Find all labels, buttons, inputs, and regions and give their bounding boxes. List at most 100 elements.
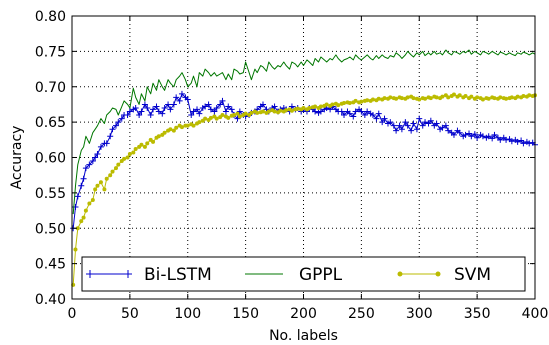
data-point-bi-lstm bbox=[159, 110, 166, 117]
x-tick-label: 300 bbox=[406, 306, 433, 322]
x-tick-label: 400 bbox=[522, 306, 549, 322]
data-point-svm bbox=[457, 93, 462, 98]
data-point-svm bbox=[313, 104, 318, 109]
data-point-svm bbox=[440, 94, 445, 99]
data-point-bi-lstm bbox=[364, 108, 371, 115]
data-point-bi-lstm bbox=[78, 182, 85, 189]
data-point-svm bbox=[87, 201, 92, 206]
data-point-svm bbox=[208, 115, 213, 120]
x-tick-label: 150 bbox=[232, 306, 259, 322]
data-point-bi-lstm bbox=[202, 103, 209, 110]
y-tick-label: 0.80 bbox=[35, 9, 66, 25]
data-point-bi-lstm bbox=[442, 122, 449, 129]
data-point-bi-lstm bbox=[136, 112, 143, 119]
data-point-bi-lstm bbox=[402, 119, 409, 126]
legend: Bi-LSTM GPPL SVM bbox=[81, 256, 526, 292]
data-point-svm bbox=[237, 114, 242, 119]
data-point-bi-lstm bbox=[450, 131, 457, 138]
data-point-svm bbox=[125, 155, 130, 160]
series-bi-lstm bbox=[70, 90, 538, 232]
data-point-bi-lstm bbox=[124, 112, 131, 119]
data-point-bi-lstm bbox=[462, 131, 469, 138]
series-line-bi-lstm bbox=[72, 93, 536, 229]
data-point-svm bbox=[162, 130, 167, 135]
data-point-bi-lstm bbox=[471, 131, 478, 138]
data-point-svm bbox=[318, 104, 323, 109]
y-tick-label: 0.45 bbox=[35, 257, 66, 273]
data-point-svm bbox=[243, 111, 248, 116]
data-point-svm bbox=[399, 96, 404, 101]
data-point-bi-lstm bbox=[178, 90, 185, 97]
data-point-svm bbox=[394, 96, 399, 101]
data-point-svm bbox=[463, 93, 468, 98]
data-point-svm bbox=[521, 93, 526, 98]
legend-item-svm: SVM bbox=[397, 265, 491, 285]
data-point-bi-lstm bbox=[138, 108, 145, 115]
data-point-svm bbox=[151, 139, 156, 144]
data-point-svm bbox=[168, 127, 173, 132]
data-point-svm bbox=[469, 94, 474, 99]
data-point-bi-lstm bbox=[86, 161, 93, 168]
x-tick-label: 50 bbox=[121, 306, 139, 322]
data-point-bi-lstm bbox=[396, 122, 403, 129]
data-point-svm bbox=[220, 113, 225, 118]
data-point-svm bbox=[428, 96, 433, 101]
data-point-bi-lstm bbox=[491, 131, 498, 138]
data-point-bi-lstm bbox=[398, 126, 405, 133]
data-point-bi-lstm bbox=[211, 108, 218, 115]
data-point-bi-lstm bbox=[419, 122, 426, 129]
data-point-svm bbox=[284, 108, 289, 113]
data-point-svm bbox=[145, 141, 150, 146]
data-point-bi-lstm bbox=[497, 136, 504, 143]
x-axis-title: No. labels bbox=[269, 328, 338, 344]
data-point-svm bbox=[235, 111, 240, 116]
axis-ticks: 0 50 100 150 200 250 300 350 400 0.40 0.45 0.50 0.55… bbox=[35, 9, 549, 322]
data-point-svm bbox=[255, 110, 260, 115]
legend-item-bi-lstm: Bi-LSTM bbox=[86, 265, 212, 285]
data-point-bi-lstm bbox=[205, 101, 212, 108]
data-point-bi-lstm bbox=[271, 103, 278, 110]
data-point-bi-lstm bbox=[413, 126, 420, 133]
data-point-bi-lstm bbox=[155, 108, 162, 115]
data-point-bi-lstm bbox=[213, 104, 220, 111]
data-point-bi-lstm bbox=[338, 108, 345, 115]
data-point-svm bbox=[475, 95, 480, 100]
data-point-svm bbox=[93, 187, 98, 192]
data-point-bi-lstm bbox=[184, 96, 191, 103]
x-tick-label: 350 bbox=[464, 306, 491, 322]
data-point-bi-lstm bbox=[228, 106, 235, 113]
data-point-bi-lstm bbox=[468, 133, 475, 140]
data-point-bi-lstm bbox=[358, 108, 365, 115]
data-point-svm bbox=[376, 96, 381, 101]
data-point-bi-lstm bbox=[387, 119, 394, 126]
data-point-svm bbox=[342, 101, 347, 106]
data-point-bi-lstm bbox=[188, 112, 195, 119]
data-point-svm bbox=[295, 106, 300, 111]
data-point-svm bbox=[451, 92, 456, 97]
data-point-svm bbox=[191, 123, 196, 128]
data-point-bi-lstm bbox=[165, 101, 172, 108]
data-point-bi-lstm bbox=[144, 104, 151, 111]
data-point-svm bbox=[527, 93, 532, 98]
data-point-svm bbox=[185, 123, 190, 128]
data-point-svm bbox=[133, 147, 138, 152]
data-point-bi-lstm bbox=[514, 138, 521, 145]
data-point-svm bbox=[139, 142, 144, 147]
data-point-svm bbox=[480, 97, 485, 102]
y-tick-label: 0.65 bbox=[35, 115, 66, 131]
data-point-svm bbox=[388, 95, 393, 100]
data-point-svm bbox=[347, 101, 352, 106]
data-point-bi-lstm bbox=[170, 101, 177, 108]
data-point-bi-lstm bbox=[393, 127, 400, 134]
data-point-svm bbox=[278, 108, 283, 113]
data-point-svm bbox=[260, 109, 265, 114]
data-point-svm bbox=[122, 156, 127, 161]
data-point-bi-lstm bbox=[341, 112, 348, 119]
data-point-svm bbox=[307, 105, 312, 110]
data-point-svm bbox=[434, 95, 439, 100]
data-point-svm bbox=[116, 162, 121, 167]
data-point-bi-lstm bbox=[288, 103, 295, 110]
data-point-svm bbox=[382, 96, 387, 101]
legend-label-bi-lstm: Bi-LSTM bbox=[144, 265, 212, 285]
